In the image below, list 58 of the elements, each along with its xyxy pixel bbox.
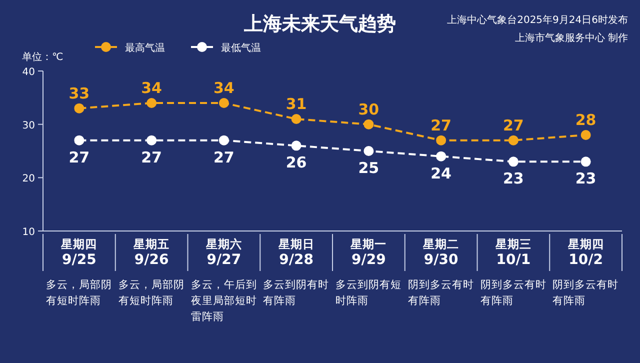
text: 上海中心气象台2025年9月24日6时发布: [447, 14, 628, 26]
data-label: 31: [286, 95, 307, 113]
data-label: 34: [214, 79, 234, 97]
data-label: 27: [68, 148, 90, 166]
x-tick-label: 星期四 10/2: [566, 237, 604, 268]
point: [436, 151, 446, 162]
x-tick-label: 星期二 9/30: [422, 237, 460, 268]
text: 多云，午后到夜里局部短时雷阵雨: [190, 278, 257, 323]
data-label: 23: [575, 170, 596, 188]
point: [580, 130, 591, 140]
chart-title: 上海未来天气趋势: [243, 13, 396, 35]
point: [291, 140, 302, 151]
x-tick-label: 星期三 10/1: [494, 237, 532, 268]
x-tick-label: 星期六 9/27: [204, 237, 242, 268]
data-label: 25: [358, 159, 380, 177]
y-tick-label: 40: [22, 67, 35, 78]
text: 多云，局部阴有短时阵雨: [46, 278, 112, 307]
point: [146, 98, 157, 108]
point: [508, 156, 518, 167]
data-label: 26: [286, 154, 307, 172]
x-tick-label: 星期日 9/28: [277, 237, 314, 268]
point: [74, 103, 84, 114]
text: 阴到多云有时有阵雨: [408, 278, 474, 307]
point: [74, 135, 84, 146]
y-tick-label: 30: [22, 120, 35, 132]
text: 阴到多云有时有阵雨: [480, 278, 546, 307]
data-label: 33: [68, 84, 90, 102]
data-label: 28: [575, 111, 596, 129]
point: [146, 135, 157, 146]
text: 多云，局部阴有短时阵雨: [118, 278, 184, 307]
point: [218, 135, 229, 146]
data-label: 27: [214, 148, 234, 166]
point: [436, 135, 446, 146]
y-axis-title: 单位：℃: [22, 51, 64, 63]
data-label: 24: [430, 164, 452, 182]
legend-label: 最低气温: [221, 42, 261, 54]
data-label: 34: [141, 79, 162, 97]
point: [508, 135, 518, 146]
x-tick-label: 星期五 9/26: [132, 237, 170, 268]
point: [291, 114, 302, 124]
legend-label: 最高气温: [125, 42, 165, 54]
text: 多云到阴有短时阵雨: [336, 279, 402, 307]
data-label: 27: [141, 148, 162, 166]
point: [364, 119, 374, 130]
y-tick-label: 10: [22, 227, 35, 238]
data-label: 30: [358, 100, 380, 118]
y-tick-label: 20: [22, 174, 35, 185]
text: 上海市气象服务中心 制作: [514, 32, 628, 44]
data-label: 27: [430, 116, 452, 134]
x-tick-label: 星期一 9/29: [350, 237, 387, 268]
point: [218, 98, 229, 108]
data-label: 27: [503, 116, 524, 134]
data-label: 23: [503, 170, 524, 188]
point: [580, 156, 591, 167]
text: 阴到多云有时有阵雨: [552, 278, 619, 307]
x-tick-label: 星期四 9/25: [60, 237, 98, 268]
text: 多云到阴有时有阵雨: [263, 278, 330, 307]
point: [364, 146, 374, 156]
